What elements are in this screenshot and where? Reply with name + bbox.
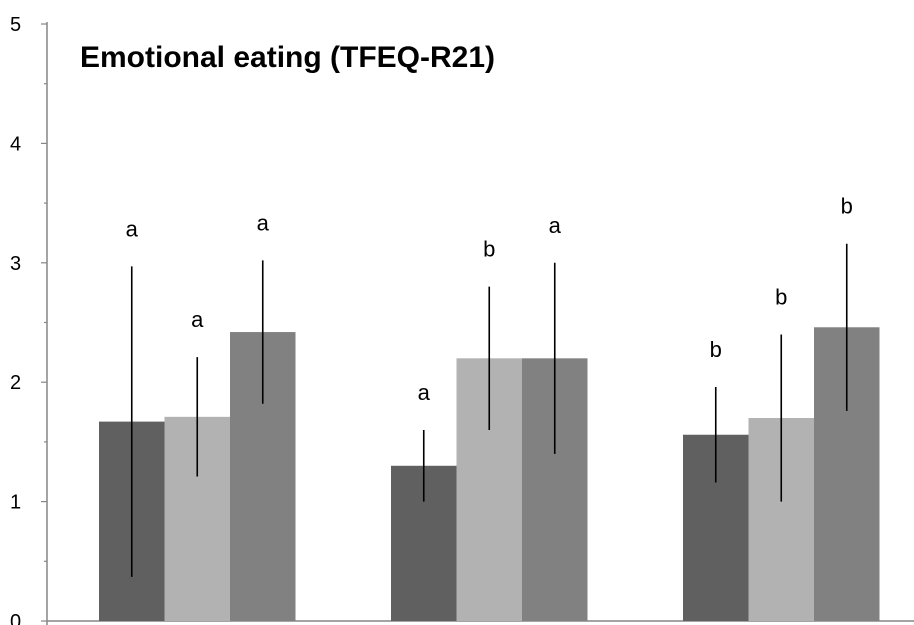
significance-label: a <box>418 380 431 405</box>
y-tick-label: 5 <box>10 14 21 36</box>
significance-label: b <box>483 237 495 262</box>
y-axis-ticks <box>41 23 47 622</box>
significance-labels: a a b a b b a a b <box>126 194 853 405</box>
significance-label: b <box>841 194 853 219</box>
chart-title: Emotional eating (TFEQ-R21) <box>80 41 495 74</box>
significance-label: a <box>257 210 270 235</box>
significance-label: b <box>775 284 787 309</box>
significance-label: b <box>710 337 722 362</box>
y-tick-label: 4 <box>10 133 21 155</box>
error-bars <box>130 243 848 577</box>
significance-label: a <box>126 216 139 241</box>
y-tick-label: 3 <box>10 253 21 275</box>
y-tick-label: 2 <box>10 372 21 394</box>
bars <box>99 327 880 621</box>
significance-label: a <box>191 307 204 332</box>
y-tick-label: 0 <box>10 611 21 625</box>
y-axis-tick-labels: 0 1 2 3 4 5 <box>10 14 21 625</box>
y-tick-label: 1 <box>10 492 21 514</box>
significance-label: a <box>549 213 562 238</box>
